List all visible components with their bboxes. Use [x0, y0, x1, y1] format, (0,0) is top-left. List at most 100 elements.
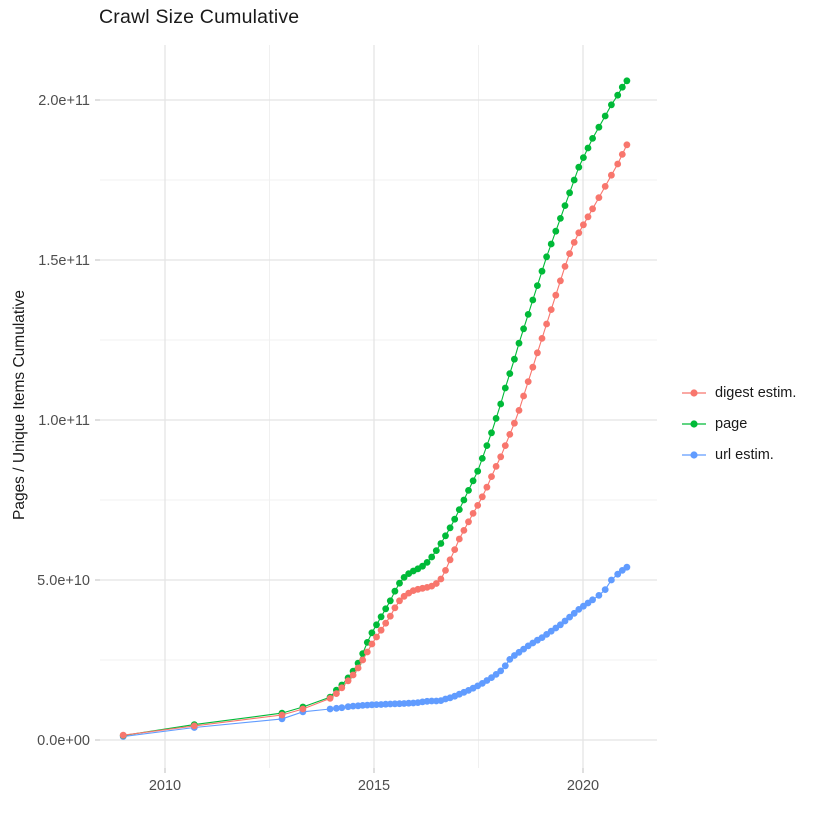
legend-swatch-icon — [682, 419, 706, 428]
data-point — [442, 567, 449, 574]
data-point — [442, 532, 449, 540]
data-point — [501, 442, 509, 449]
data-point — [506, 431, 514, 438]
data-point — [483, 483, 491, 491]
data-point — [488, 473, 495, 480]
data-point — [349, 702, 357, 710]
data-point — [400, 574, 408, 581]
data-point — [534, 349, 541, 357]
data-point — [623, 77, 631, 85]
data-point — [614, 160, 622, 168]
chart-title: Crawl Size Cumulative — [99, 6, 300, 28]
data-point — [423, 559, 431, 566]
data-point — [589, 596, 596, 604]
data-point — [575, 163, 583, 171]
legend-item-page: page — [681, 408, 796, 439]
data-point — [474, 502, 482, 509]
svg-text:0.0e+00: 0.0e+00 — [37, 733, 90, 749]
data-point — [377, 626, 385, 634]
data-point — [377, 613, 385, 621]
data-point — [538, 267, 546, 275]
data-point — [618, 83, 626, 91]
data-point — [382, 619, 390, 627]
gridlines-major — [100, 45, 657, 768]
data-point — [428, 553, 436, 561]
svg-text:5.0e+10: 5.0e+10 — [37, 573, 90, 589]
data-point — [465, 487, 472, 494]
data-point — [492, 463, 500, 470]
data-point — [524, 311, 532, 318]
svg-text:1.0e+11: 1.0e+11 — [38, 413, 90, 429]
data-point — [566, 189, 573, 197]
data-point — [497, 453, 505, 461]
data-point — [524, 378, 532, 385]
data-point — [326, 705, 334, 713]
data-point — [478, 455, 486, 462]
legend-swatch-icon — [682, 388, 706, 397]
data-point — [492, 415, 500, 422]
data-point — [529, 296, 537, 304]
series-url-estim — [119, 563, 631, 740]
legend-label: page — [715, 415, 748, 432]
data-point — [515, 407, 523, 414]
data-point — [391, 587, 399, 595]
data-point — [575, 229, 583, 237]
data-point — [368, 629, 376, 637]
data-point — [570, 239, 578, 246]
data-point — [363, 648, 371, 656]
data-point — [326, 695, 334, 702]
data-point — [561, 263, 569, 270]
data-point — [547, 240, 555, 248]
data-point — [455, 535, 463, 543]
data-point — [506, 656, 514, 663]
legend: digest estim. page url estim. — [681, 377, 796, 470]
data-point — [501, 662, 509, 670]
data-point — [608, 171, 615, 179]
data-point — [595, 194, 603, 202]
data-point — [529, 363, 537, 371]
data-point — [446, 524, 454, 532]
data-point — [349, 671, 357, 679]
data-point — [570, 176, 578, 184]
data-point — [543, 253, 550, 261]
data-point — [492, 671, 500, 678]
data-point — [501, 384, 509, 392]
data-point — [552, 227, 560, 235]
data-point — [601, 183, 609, 190]
data-point — [368, 640, 376, 648]
data-point — [437, 540, 445, 547]
data-point — [478, 493, 486, 501]
data-point — [299, 705, 307, 713]
data-point — [543, 320, 550, 328]
data-point — [589, 135, 596, 142]
data-point — [359, 656, 367, 664]
data-point — [451, 515, 459, 523]
data-point — [614, 570, 622, 578]
data-point — [618, 151, 626, 158]
data-point — [584, 144, 592, 152]
data-point — [511, 355, 518, 363]
data-point — [557, 277, 564, 285]
legend-label: url estim. — [715, 446, 774, 463]
data-point — [455, 506, 463, 513]
legend-item-url: url estim. — [681, 439, 796, 470]
data-point — [538, 335, 546, 342]
data-point — [446, 556, 454, 564]
data-point — [547, 306, 555, 313]
svg-text:2010: 2010 — [149, 778, 181, 794]
data-point — [497, 667, 505, 675]
data-point — [589, 205, 596, 213]
data-point — [601, 112, 609, 120]
legend-label: digest estim. — [715, 384, 797, 401]
y-tick-labels: 0.0e+00 5.0e+10 1.0e+11 1.5e+11 2.0e+11 — [37, 93, 90, 749]
data-point — [432, 580, 440, 587]
data-point — [460, 496, 468, 504]
data-point — [333, 704, 340, 712]
data-point — [469, 477, 477, 485]
data-point — [608, 101, 615, 109]
data-point — [451, 546, 459, 553]
data-point — [474, 467, 482, 475]
data-point — [584, 213, 592, 221]
data-point — [623, 141, 631, 149]
